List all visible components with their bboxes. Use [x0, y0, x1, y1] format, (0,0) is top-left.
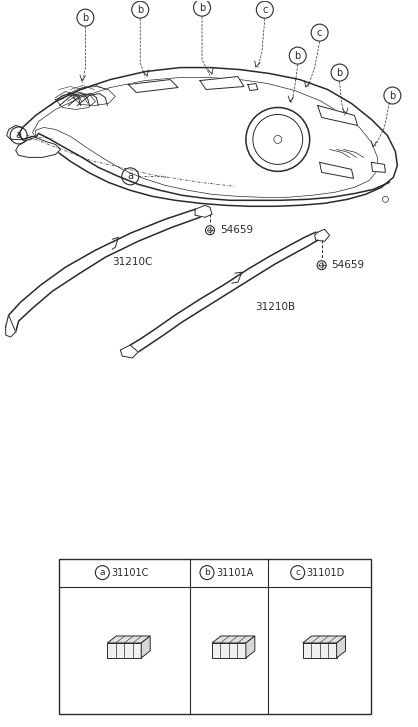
Text: c: c	[262, 4, 268, 15]
Bar	[59, 558, 372, 715]
Text: 31101A: 31101A	[216, 568, 253, 577]
Text: 31210B: 31210B	[255, 302, 295, 312]
Text: b: b	[199, 3, 205, 12]
Polygon shape	[246, 636, 255, 658]
Polygon shape	[107, 636, 150, 643]
Text: 54659: 54659	[220, 225, 253, 236]
Polygon shape	[19, 68, 398, 206]
Text: b: b	[389, 91, 395, 100]
Polygon shape	[200, 76, 244, 89]
Text: a: a	[99, 568, 105, 577]
Text: b: b	[336, 68, 343, 78]
Polygon shape	[303, 636, 346, 643]
Polygon shape	[315, 229, 330, 241]
Circle shape	[317, 261, 326, 270]
Text: b: b	[82, 12, 89, 23]
Circle shape	[206, 226, 214, 235]
Text: c: c	[317, 28, 322, 38]
Polygon shape	[6, 315, 15, 337]
Polygon shape	[7, 126, 23, 140]
Polygon shape	[318, 105, 357, 126]
Polygon shape	[195, 205, 212, 217]
Text: 54659: 54659	[331, 260, 365, 270]
Polygon shape	[248, 84, 258, 91]
Polygon shape	[120, 345, 138, 358]
Polygon shape	[320, 162, 354, 178]
Text: c: c	[295, 568, 300, 577]
Text: b: b	[295, 51, 301, 60]
Polygon shape	[15, 137, 61, 157]
Text: 31210C: 31210C	[112, 257, 153, 268]
Polygon shape	[212, 643, 246, 658]
Polygon shape	[141, 636, 150, 658]
Text: a: a	[15, 130, 22, 140]
Text: b: b	[137, 4, 143, 15]
Text: 31101C: 31101C	[111, 568, 149, 577]
Text: b: b	[204, 568, 210, 577]
Text: a: a	[127, 172, 133, 181]
Polygon shape	[212, 636, 255, 643]
Polygon shape	[107, 643, 141, 658]
Polygon shape	[336, 636, 346, 658]
Text: 31101D: 31101D	[307, 568, 345, 577]
Polygon shape	[36, 134, 393, 206]
Polygon shape	[128, 79, 178, 92]
Polygon shape	[372, 162, 385, 172]
Polygon shape	[303, 643, 336, 658]
